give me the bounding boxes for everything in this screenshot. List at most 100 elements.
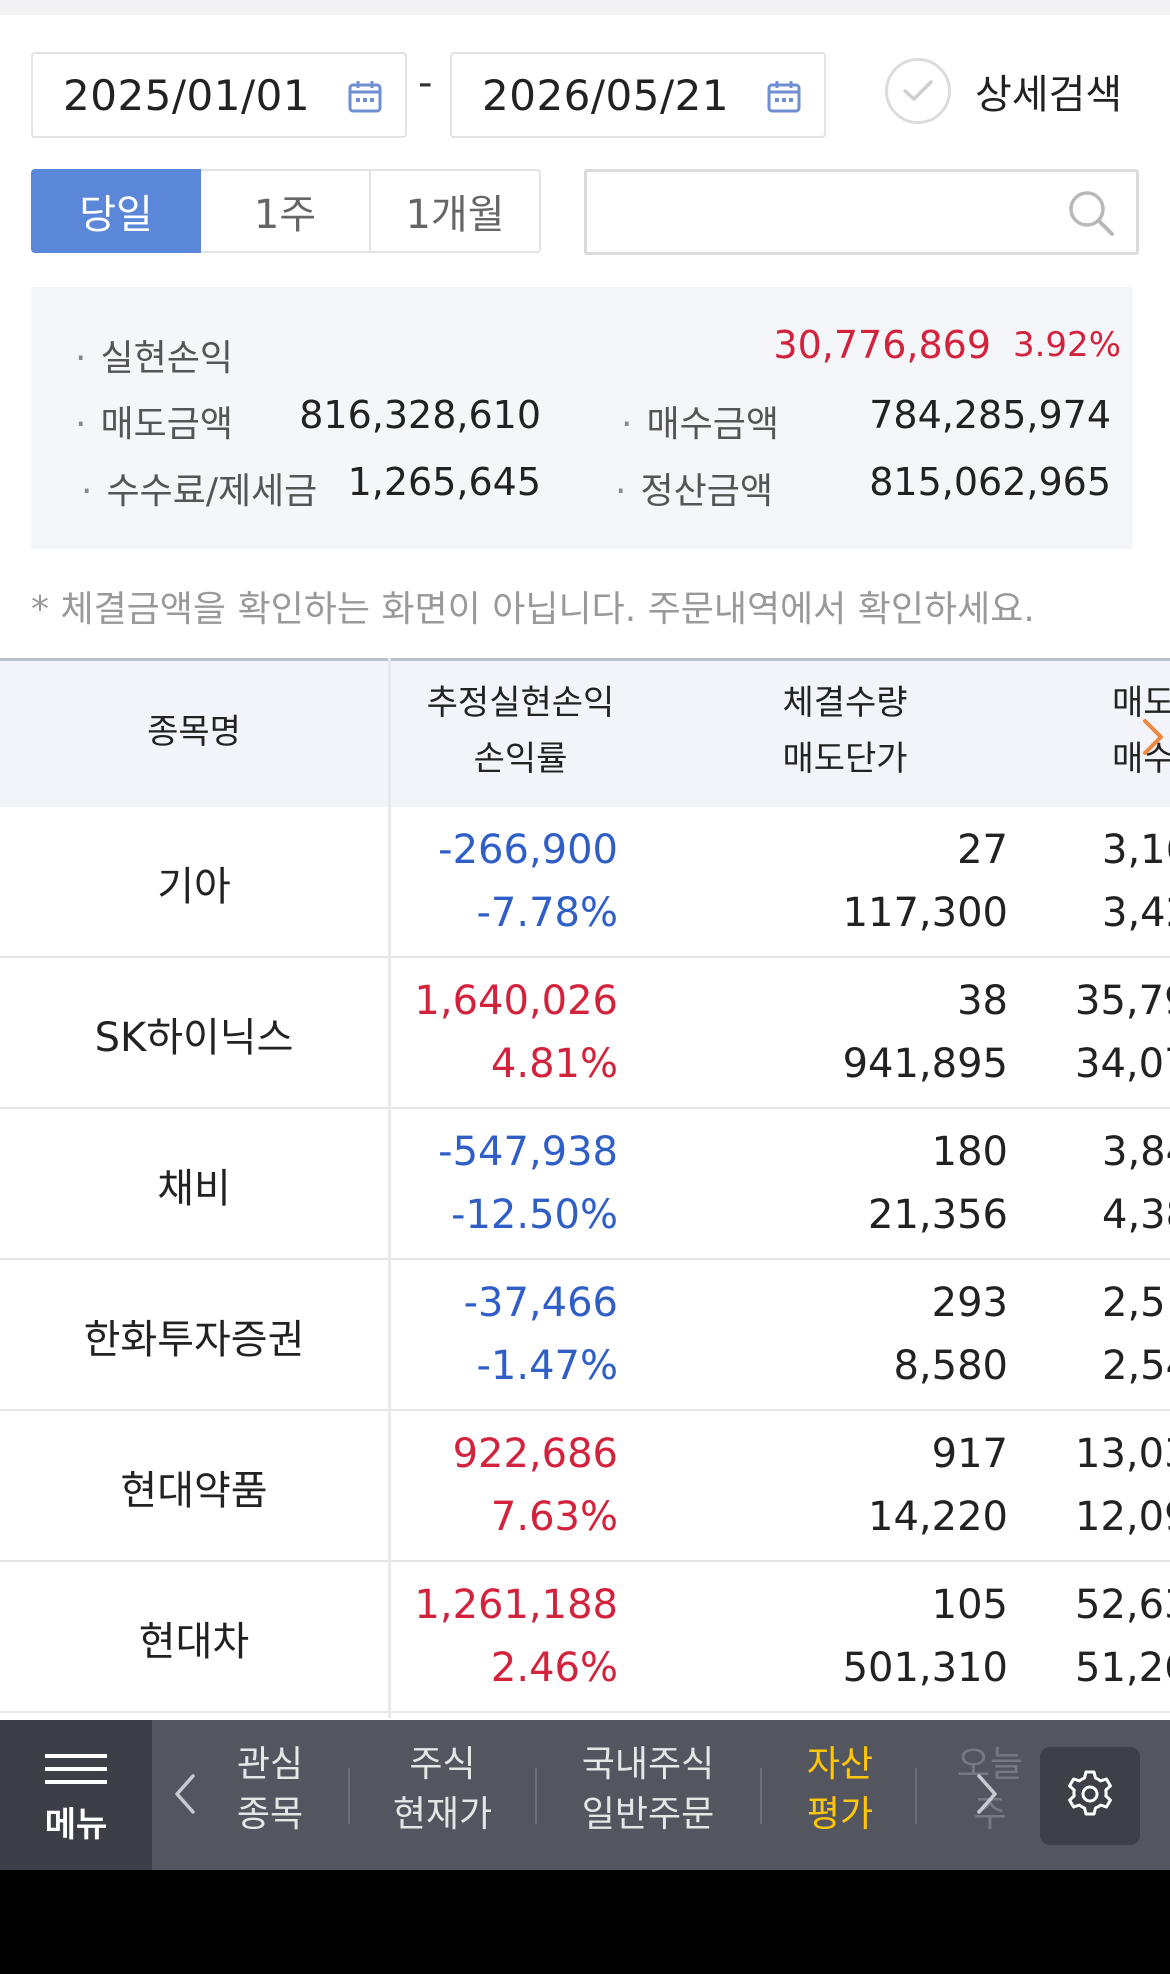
nav-prev-icon[interactable] bbox=[172, 1772, 198, 1820]
nav-separator bbox=[535, 1768, 537, 1824]
nav-separator bbox=[760, 1768, 762, 1824]
stock-search-input[interactable] bbox=[587, 172, 1057, 252]
nav-separator bbox=[915, 1768, 917, 1824]
row-pnl: 922,686 bbox=[452, 1431, 618, 1477]
settlement-label: · 정산금액 bbox=[615, 471, 773, 512]
row-sell-price: 501,310 bbox=[842, 1645, 1008, 1691]
bottom-nav-bar: 메뉴 관심 종목 주식 현재가 국내주식 일반주문 자산 평가 오늘 주 bbox=[0, 1720, 1170, 1870]
table-row[interactable]: 기아 -266,900 -7.78% 27 117,300 3,16 3,42 bbox=[0, 807, 1170, 958]
row-sell-price: 117,300 bbox=[842, 890, 1008, 936]
row-pnl: -547,938 bbox=[438, 1129, 618, 1175]
row-buy-amount: 4,38 bbox=[1102, 1192, 1170, 1238]
row-exec-qty: 105 bbox=[931, 1582, 1008, 1628]
fee-tax-label: · 수수료/제세금 bbox=[81, 471, 318, 512]
row-sell-amount: 35,79 bbox=[1075, 978, 1170, 1024]
nav-domestic-order[interactable]: 국내주식 일반주문 bbox=[581, 1744, 715, 1835]
header-estimated-pnl: 추정실현손익 bbox=[426, 683, 615, 723]
row-pnl: -266,900 bbox=[438, 827, 618, 873]
table-row[interactable]: 한화투자증권 -37,466 -1.47% 293 8,580 2,51 2,5… bbox=[0, 1260, 1170, 1411]
table-row[interactable]: 채비 -547,938 -12.50% 180 21,356 3,84 4,38 bbox=[0, 1109, 1170, 1260]
menu-button[interactable]: 메뉴 bbox=[0, 1720, 152, 1870]
stock-name: 현대차 bbox=[138, 1618, 250, 1665]
date-separator: - bbox=[418, 60, 433, 106]
row-pnl: 1,261,188 bbox=[414, 1582, 618, 1628]
row-pnl-rate: 4.81% bbox=[490, 1041, 618, 1087]
header-exec-qty: 체결수량 bbox=[782, 683, 908, 723]
table-header: 종목명 추정실현손익 손익률 체결수량 매도단가 매도 매수 bbox=[0, 658, 1170, 807]
stock-search-box bbox=[584, 169, 1139, 255]
realized-pnl-value: 30,776,869 bbox=[773, 323, 991, 367]
scroll-right-icon[interactable] bbox=[1140, 717, 1166, 761]
tab-1month[interactable]: 1개월 bbox=[371, 169, 541, 253]
period-tabs: 당일 1주 1개월 bbox=[31, 169, 541, 253]
end-date-text: 2026/05/21 bbox=[482, 70, 730, 120]
nav-stock-price[interactable]: 주식 현재가 bbox=[392, 1744, 493, 1835]
row-exec-qty: 917 bbox=[931, 1431, 1008, 1477]
row-sell-amount: 3,16 bbox=[1102, 827, 1170, 873]
header-sell-amount: 매도 bbox=[1112, 683, 1170, 723]
table-row[interactable]: 현대차 1,261,188 2.46% 105 501,310 52,63 51… bbox=[0, 1562, 1170, 1713]
stock-name: SK하이닉스 bbox=[94, 1014, 294, 1061]
search-icon[interactable] bbox=[1066, 188, 1116, 242]
row-exec-qty: 27 bbox=[957, 827, 1008, 873]
calendar-icon bbox=[347, 79, 383, 119]
row-sell-price: 941,895 bbox=[842, 1041, 1008, 1087]
nav-separator bbox=[348, 1768, 350, 1824]
row-sell-price: 8,580 bbox=[893, 1343, 1008, 1389]
row-pnl-rate: 7.63% bbox=[490, 1494, 618, 1540]
app-screen: 2025/01/01 - 2026/05/21 bbox=[0, 0, 1170, 1870]
row-sell-amount: 3,84 bbox=[1102, 1129, 1170, 1175]
start-date-text: 2025/01/01 bbox=[63, 70, 311, 120]
row-exec-qty: 38 bbox=[957, 978, 1008, 1024]
header-pnl: 추정실현손익 손익률 bbox=[388, 675, 653, 787]
detail-search-toggle[interactable]: 상세검색 bbox=[885, 58, 1122, 124]
sell-amount-label: · 매도금액 bbox=[75, 404, 233, 445]
nav-asset-evaluation[interactable]: 자산 평가 bbox=[806, 1744, 874, 1835]
notice-text: * 체결금액을 확인하는 화면이 아닙니다. 주문내역에서 확인하세요. bbox=[31, 589, 1035, 630]
end-date-field[interactable]: 2026/05/21 bbox=[450, 52, 826, 138]
row-sell-amount: 52,63 bbox=[1075, 1582, 1170, 1628]
row-pnl-rate: -12.50% bbox=[451, 1192, 618, 1238]
gear-icon bbox=[1064, 1768, 1116, 1824]
menu-label: 메뉴 bbox=[44, 1804, 108, 1845]
row-exec-qty: 293 bbox=[931, 1280, 1008, 1326]
stock-name: 채비 bbox=[157, 1165, 231, 1212]
stock-name: 기아 bbox=[157, 863, 231, 910]
hamburger-icon bbox=[45, 1745, 107, 1793]
summary-panel: · 실현손익 30,776,869 3.92% · 매도금액 816,328,610… bbox=[31, 287, 1133, 549]
row-buy-amount: 34,07 bbox=[1075, 1041, 1170, 1087]
sell-amount-value: 816,328,610 bbox=[299, 393, 541, 437]
row-sell-amount: 2,51 bbox=[1102, 1280, 1170, 1326]
table-row[interactable]: 현대약품 922,686 7.63% 917 14,220 13,03 12,0… bbox=[0, 1411, 1170, 1562]
header-qty: 체결수량 매도단가 bbox=[705, 675, 985, 787]
nav-next-icon[interactable] bbox=[974, 1772, 1000, 1820]
header-buy-amount: 매수 bbox=[1112, 739, 1170, 779]
row-exec-qty: 180 bbox=[931, 1129, 1008, 1175]
row-buy-amount: 12,09 bbox=[1075, 1494, 1170, 1540]
top-strip bbox=[0, 0, 1170, 15]
nav-watchlist[interactable]: 관심 종목 bbox=[236, 1744, 304, 1835]
stock-name: 한화투자증권 bbox=[83, 1316, 305, 1363]
row-sell-amount: 13,03 bbox=[1075, 1431, 1170, 1477]
row-buy-amount: 3,42 bbox=[1102, 890, 1170, 936]
tab-1week[interactable]: 1주 bbox=[201, 169, 371, 253]
settlement-value: 815,062,965 bbox=[869, 460, 1111, 504]
realized-pnl-rate: 3.92% bbox=[1012, 325, 1121, 365]
row-pnl-rate: -7.78% bbox=[476, 890, 618, 936]
row-pnl-rate: 2.46% bbox=[490, 1645, 618, 1691]
row-pnl-rate: -1.47% bbox=[476, 1343, 618, 1389]
start-date-field[interactable]: 2025/01/01 bbox=[31, 52, 407, 138]
buy-amount-value: 784,285,974 bbox=[869, 393, 1111, 437]
calendar-icon bbox=[766, 79, 802, 119]
header-stock-name: 종목명 bbox=[147, 712, 241, 752]
fee-tax-value: 1,265,645 bbox=[347, 460, 541, 504]
row-buy-amount: 2,54 bbox=[1102, 1343, 1170, 1389]
settings-button[interactable] bbox=[1040, 1747, 1140, 1845]
row-sell-price: 21,356 bbox=[868, 1192, 1008, 1238]
row-pnl: -37,466 bbox=[463, 1280, 618, 1326]
table-row[interactable]: SK하이닉스 1,640,026 4.81% 38 941,895 35,79 … bbox=[0, 958, 1170, 1109]
nav-today[interactable]: 오늘 주 bbox=[956, 1744, 1024, 1835]
check-circle-icon[interactable] bbox=[885, 58, 951, 124]
tab-today[interactable]: 당일 bbox=[31, 169, 201, 253]
row-pnl: 1,640,026 bbox=[414, 978, 618, 1024]
